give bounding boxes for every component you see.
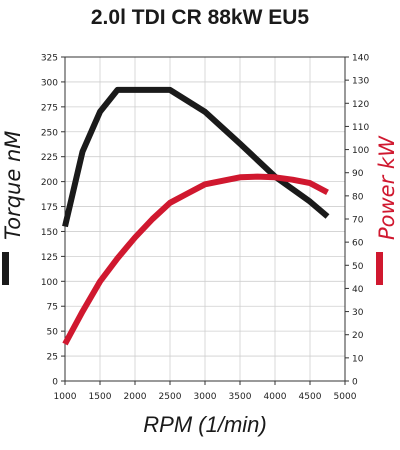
y-right-tick-label: 0: [352, 378, 358, 388]
x-tick-label: 4000: [264, 392, 287, 402]
label-layer: 1000 1500 2000 2500 3000 3500 4000 4500 50000255…: [1, 54, 399, 403]
y-right-tick-label: 140: [352, 54, 369, 64]
y-left-axis-title: Torque nM: [1, 131, 25, 285]
chart-title: 2.0l TDI CR 88kW EU5: [90, 6, 310, 29]
y-left-tick-label: 200: [41, 178, 58, 188]
y-left-tick-label: 300: [41, 78, 58, 88]
y-right-tick-label: 100: [352, 146, 369, 156]
y-right-tick-label: 80: [352, 192, 364, 202]
x-tick-label: 3500: [229, 392, 252, 402]
y-left-tick-label: 125: [41, 253, 58, 263]
y-right-tick-label: 50: [352, 262, 364, 272]
y-left-title-text: Torque nM: [1, 131, 25, 240]
torque-legend-swatch: [2, 252, 9, 285]
y-right-tick-label: 110: [352, 123, 369, 133]
y-left-tick-label: 275: [41, 103, 58, 113]
grid-layer: [65, 57, 345, 381]
y-left-tick-label: 150: [41, 228, 58, 238]
y-right-tick-label: 30: [352, 308, 364, 318]
x-axis-title: RPM (1/min): [143, 412, 267, 437]
y-left-tick-label: 175: [41, 203, 58, 213]
y-left-tick-label: 100: [41, 278, 58, 288]
y-left-tick-label: 0: [52, 378, 58, 388]
y-left-tick-label: 250: [41, 128, 58, 138]
y-right-tick-label: 120: [352, 100, 369, 110]
y-right-tick-label: 40: [352, 285, 364, 295]
x-tick-label: 3000: [194, 392, 217, 402]
y-right-tick-label: 20: [352, 331, 364, 341]
power-legend-swatch: [376, 252, 383, 285]
y-right-tick-label: 90: [352, 169, 364, 179]
y-left-tick-label: 325: [41, 54, 58, 64]
x-tick-label: 1000: [54, 392, 77, 402]
y-left-tick-label: 50: [47, 328, 59, 338]
y-left-tick-label: 225: [41, 153, 58, 163]
x-tick-label: 1500: [89, 392, 112, 402]
y-right-tick-label: 130: [352, 77, 369, 87]
power-series-line: [62, 173, 329, 346]
x-tick-label: 4500: [299, 392, 322, 402]
y-right-tick-label: 10: [352, 354, 364, 364]
y-right-title-text: Power kW: [375, 135, 399, 240]
x-tick-label: 2000: [124, 392, 147, 402]
y-right-tick-label: 70: [352, 216, 364, 226]
y-left-tick-label: 25: [47, 353, 58, 363]
y-left-tick-label: 75: [47, 303, 58, 313]
x-tick-label: 2500: [159, 392, 182, 402]
x-tick-label: 5000: [334, 392, 357, 402]
series-layer: [62, 86, 330, 346]
y-right-axis-title: Power kW: [375, 135, 399, 285]
torque-series-line: [62, 86, 330, 228]
y-right-tick-label: 60: [352, 239, 364, 249]
